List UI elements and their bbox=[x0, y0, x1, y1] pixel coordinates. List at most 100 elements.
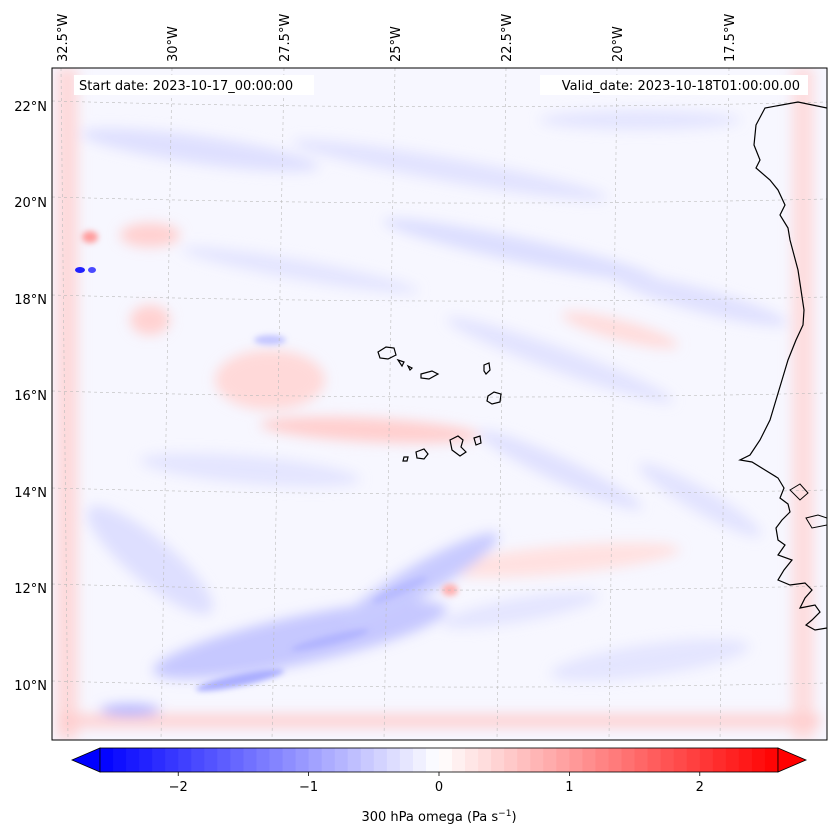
lat-label-20n: 20°N bbox=[14, 196, 47, 211]
island-brava bbox=[402, 456, 409, 462]
valid-date-box bbox=[540, 75, 808, 95]
lat-label-14n: 14°N bbox=[14, 486, 47, 501]
colorbar-tick-label: 2 bbox=[696, 780, 704, 795]
island-santiago bbox=[449, 435, 467, 457]
lon-label-22-5w: 22.5°W bbox=[500, 14, 515, 62]
colorbar-band bbox=[191, 748, 205, 772]
colorbar-band bbox=[321, 748, 336, 772]
colorbar-band bbox=[673, 748, 688, 772]
island-maio bbox=[473, 435, 482, 446]
colorbar-band bbox=[712, 748, 727, 772]
colorbar-band bbox=[178, 748, 192, 772]
colorbar-band bbox=[465, 748, 479, 772]
island-sao-nicolau bbox=[420, 370, 440, 380]
graticule bbox=[52, 68, 827, 740]
colorbar-band bbox=[764, 748, 779, 772]
colorbar-bands bbox=[100, 748, 779, 772]
island-fogo bbox=[415, 448, 429, 460]
colorbar-band bbox=[751, 748, 766, 772]
longitude-labels: 32.5°W 30°W 27.5°W 25°W 22.5°W 20°W 17.5… bbox=[56, 14, 738, 62]
colorbar: −2 −1 0 1 2 300 hPa omega (Pa s−1) bbox=[70, 747, 808, 825]
colorbar-band bbox=[517, 748, 531, 772]
colorbar-band bbox=[399, 748, 414, 772]
lat-label-22n: 22°N bbox=[14, 100, 47, 115]
colorbar-band bbox=[204, 748, 218, 772]
colorbar-ticks: −2 −1 0 1 2 bbox=[169, 772, 704, 795]
colorbar-extend-low bbox=[70, 747, 101, 773]
colorbar-band bbox=[608, 748, 623, 772]
colorbar-band bbox=[595, 748, 609, 772]
colorbar-band bbox=[439, 748, 453, 772]
colorbar-band bbox=[556, 748, 570, 772]
strong-updraft-spot bbox=[75, 267, 85, 273]
colorbar-band bbox=[686, 748, 701, 772]
colorbar-band bbox=[425, 748, 440, 772]
lon-label-17-5w: 17.5°W bbox=[723, 14, 738, 62]
colorbar-band bbox=[256, 748, 270, 772]
colorbar-band bbox=[126, 748, 140, 772]
colorbar-band bbox=[113, 748, 127, 772]
start-date-box bbox=[74, 75, 314, 95]
colorbar-band bbox=[386, 748, 401, 772]
colorbar-band bbox=[504, 748, 518, 772]
colorbar-band bbox=[334, 748, 349, 772]
colorbar-band bbox=[543, 748, 557, 772]
colorbar-band bbox=[373, 748, 388, 772]
island-boa-vista bbox=[486, 391, 502, 405]
colorbar-band bbox=[478, 748, 492, 772]
colorbar-extend-high bbox=[777, 747, 808, 773]
african-coastline bbox=[738, 101, 827, 631]
lat-label-10n: 10°N bbox=[14, 679, 47, 694]
island-sal bbox=[483, 362, 491, 375]
colorbar-tick-label: −2 bbox=[169, 780, 188, 795]
colorbar-title: 300 hPa omega (Pa s−1) bbox=[361, 809, 516, 825]
latitude-labels: 22°N 20°N 18°N 16°N 14°N 12°N 10°N bbox=[14, 100, 47, 694]
colorbar-band bbox=[738, 748, 753, 772]
colorbar-band bbox=[243, 748, 257, 772]
colorbar-band bbox=[347, 748, 362, 772]
colorbar-band bbox=[530, 748, 544, 772]
colorbar-band bbox=[569, 748, 583, 772]
coastal-inlet bbox=[789, 483, 809, 501]
colorbar-tick-label: −1 bbox=[299, 780, 318, 795]
map-frame bbox=[51, 67, 828, 741]
colorbar-tick-label: 0 bbox=[435, 780, 443, 795]
colorbar-band bbox=[308, 748, 323, 772]
colorbar-band bbox=[412, 748, 427, 772]
colorbar-band bbox=[139, 748, 153, 772]
colorbar-band bbox=[152, 748, 166, 772]
colorbar-band bbox=[269, 748, 284, 772]
colorbar-band bbox=[360, 748, 375, 772]
lon-label-32-5w: 32.5°W bbox=[56, 14, 71, 62]
colorbar-band bbox=[660, 748, 675, 772]
colorbar-band bbox=[725, 748, 740, 772]
colorbar-band bbox=[217, 748, 231, 772]
island-sao-vicente bbox=[396, 358, 405, 368]
start-date-label: Start date: 2023-10-17_00:00:00 bbox=[79, 79, 293, 94]
cape-verde-islands bbox=[377, 346, 502, 462]
lon-label-30w: 30°W bbox=[166, 26, 181, 62]
colorbar-band bbox=[621, 748, 636, 772]
lat-label-12n: 12°N bbox=[14, 582, 47, 597]
island-santo-antao bbox=[377, 346, 397, 360]
colorbar-tick-label: 1 bbox=[565, 780, 573, 795]
lon-label-20w: 20°W bbox=[611, 26, 626, 62]
colorbar-band bbox=[582, 748, 596, 772]
lat-label-16n: 16°N bbox=[14, 389, 47, 404]
colorbar-band bbox=[230, 748, 244, 772]
island-santa-luzia bbox=[406, 364, 414, 372]
colorbar-band bbox=[295, 748, 310, 772]
lon-label-27-5w: 27.5°W bbox=[278, 14, 293, 62]
omega-field bbox=[52, 68, 827, 740]
colorbar-band bbox=[165, 748, 179, 772]
lat-label-18n: 18°N bbox=[14, 293, 47, 308]
colorbar-band bbox=[491, 748, 505, 772]
colorbar-band bbox=[282, 748, 297, 772]
valid-date-label: Valid_date: 2023-10-18T01:00:00.00 bbox=[562, 79, 800, 94]
omega-anomalies bbox=[56, 68, 820, 740]
colorbar-band bbox=[452, 748, 466, 772]
colorbar-band bbox=[699, 748, 714, 772]
coastal-estuary bbox=[805, 514, 827, 529]
colorbar-band bbox=[100, 748, 114, 772]
